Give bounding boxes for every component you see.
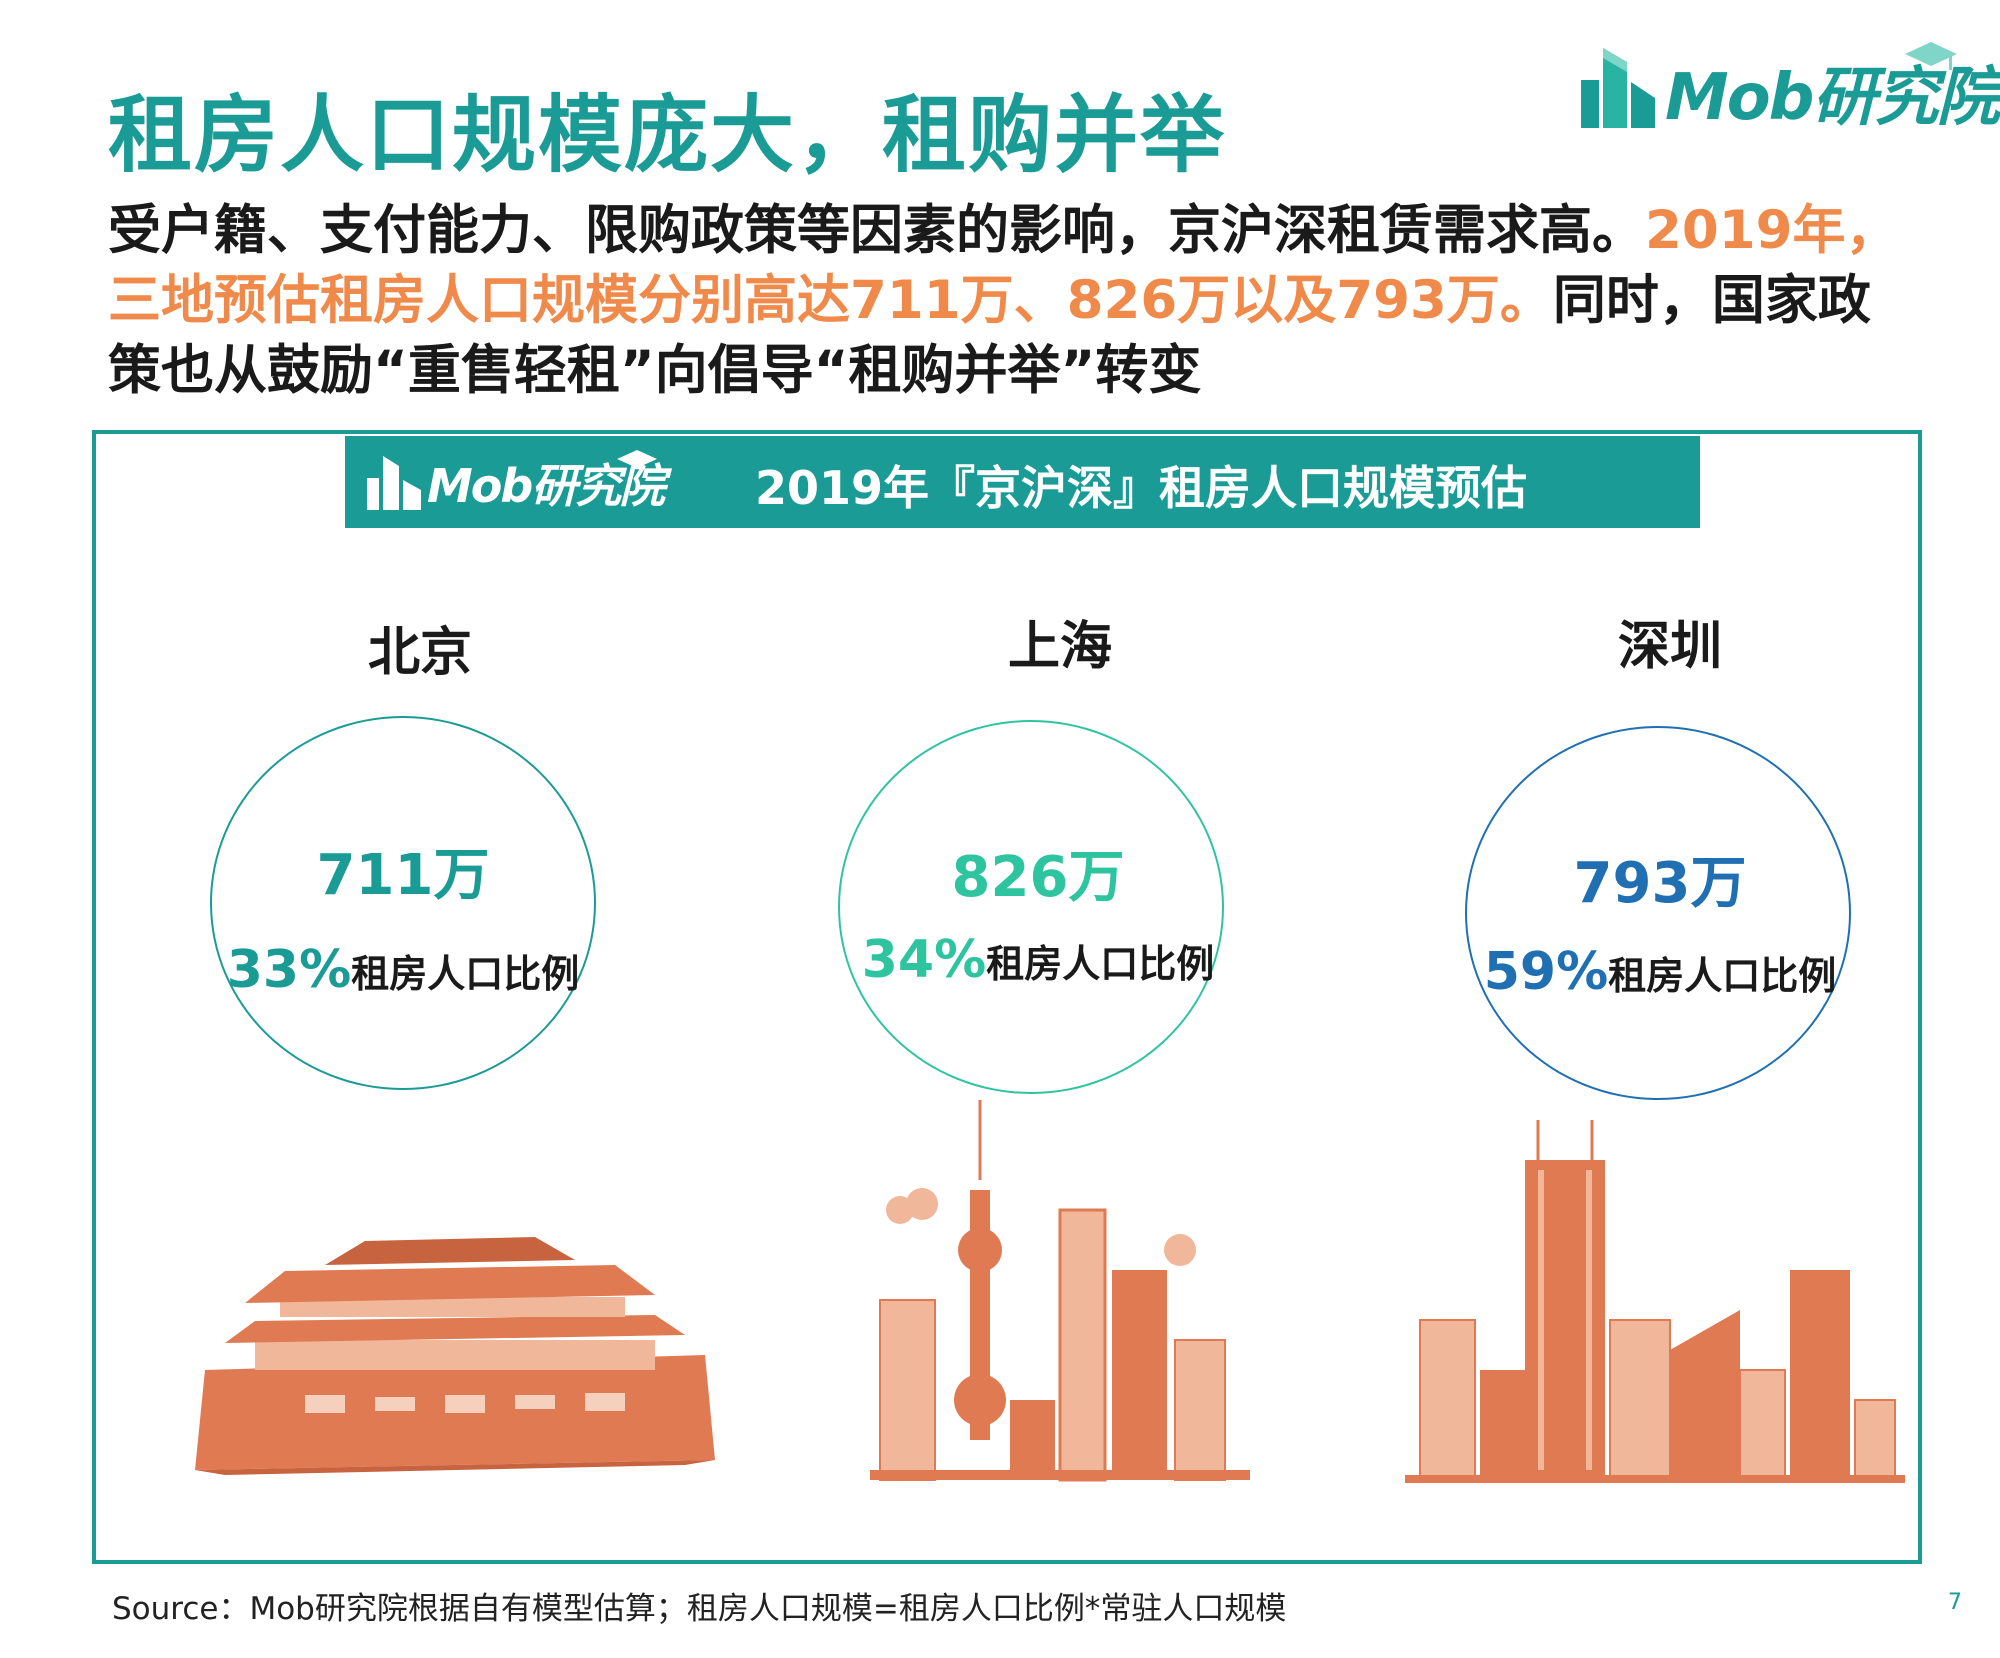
stat-circle-shenzhen <box>1465 726 1851 1100</box>
shenzhen-skyline-illustration <box>1405 1120 1905 1483</box>
intro-part1: 受户籍、支付能力、限购政策等因素的影响，京沪深租赁需求高。 <box>108 200 1645 261</box>
ratio-pct-beijing: 33% <box>226 940 352 1000</box>
building-logo-icon <box>367 456 421 510</box>
mob-logo: Mob研究院 <box>1575 38 2000 138</box>
intro-highlight: 2019年，三地预估租房人口规模分别高达711万、826万以及793万。 <box>108 200 1899 331</box>
ratio-shenzhen: 59%租房人口比例 <box>1450 942 1870 1002</box>
ratio-label-beijing: 租房人口比例 <box>351 952 580 996</box>
ratio-label-shanghai: 租房人口比例 <box>986 942 1215 986</box>
stat-circle-beijing <box>210 716 596 1090</box>
stat-circle-shanghai <box>838 720 1224 1094</box>
ratio-pct-shenzhen: 59% <box>1483 942 1609 1002</box>
page-title: 租房人口规模庞大，租购并举 <box>108 86 1227 184</box>
ratio-shanghai: 34%租房人口比例 <box>828 930 1248 990</box>
logo-text: Mob研究院 <box>1665 61 2000 135</box>
ratio-label-shenzhen: 租房人口比例 <box>1608 954 1837 998</box>
city-name-shenzhen: 深圳 <box>1617 617 1722 677</box>
value-shenzhen: 793万 <box>1573 851 1747 916</box>
banner-logo-text: Mob研究院 <box>427 459 665 513</box>
building-logo-icon <box>1581 48 1655 128</box>
city-name-beijing: 北京 <box>367 623 472 683</box>
panel-banner: Mob研究院 2019年『京沪深』租房人口规模预估 <box>345 436 1700 528</box>
content-frame <box>92 430 1922 1564</box>
grad-cap-icon <box>1905 42 1957 70</box>
banner-title: 2019年『京沪深』租房人口规模预估 <box>755 461 1528 515</box>
source-note: Source：Mob研究院根据自有模型估算；租房人口规模=租房人口比例*常驻人口… <box>112 1591 1287 1627</box>
value-shanghai: 826万 <box>951 845 1125 910</box>
page-number: 7 <box>1948 1590 1962 1615</box>
tiananmen-illustration <box>195 1237 715 1475</box>
value-beijing: 711万 <box>316 843 490 908</box>
ratio-pct-shanghai: 34% <box>861 930 987 990</box>
grad-cap-icon <box>617 450 657 468</box>
shanghai-skyline-illustration <box>870 1100 1250 1482</box>
intro-paragraph: 受户籍、支付能力、限购政策等因素的影响，京沪深租赁需求高。2019年，三地预估租… <box>108 196 1908 406</box>
intro-part2: 同时，国家政策也从鼓励“重售轻租”向倡导“租购并举”转变 <box>108 270 1871 401</box>
city-name-shanghai: 上海 <box>1007 617 1112 677</box>
ratio-beijing: 33%租房人口比例 <box>193 940 613 1000</box>
